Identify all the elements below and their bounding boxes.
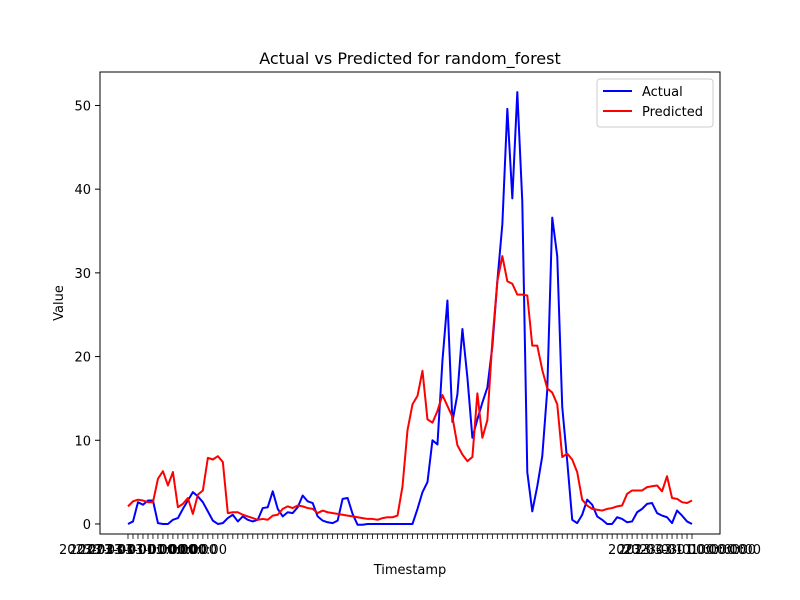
x-tick-label: 2023-03-01 00:00:00 xyxy=(59,543,197,558)
x-tick-label: 2023-03-01 00:00:00 xyxy=(89,543,227,558)
y-tick-label: 20 xyxy=(74,351,91,366)
y-tick-label: 40 xyxy=(74,183,91,198)
x-tick-label: 2023-03-01 00:00:00 xyxy=(69,543,207,558)
y-axis: 0 10 20 30 40 50 xyxy=(74,99,100,533)
x-tick-label: 2023-03-01 00:00:00 xyxy=(608,543,746,558)
y-tick-label: 0 xyxy=(83,518,91,533)
plot-area xyxy=(127,91,693,526)
y-tick-label: 10 xyxy=(74,434,91,449)
y-tick-label: 30 xyxy=(74,267,91,282)
x-tick-label: 2023-03-01 00:00:00 xyxy=(623,543,761,558)
y-tick-label: 50 xyxy=(74,99,91,114)
series-line-predicted xyxy=(127,255,693,521)
x-tick-label: 2023-03-01 00:00:00 xyxy=(618,543,756,558)
series-line-actual xyxy=(127,91,693,526)
legend-label-actual: Actual xyxy=(642,85,683,100)
legend: Actual Predicted xyxy=(596,78,714,128)
axes-frame xyxy=(99,71,721,535)
legend-label-predicted: Predicted xyxy=(642,105,703,120)
y-axis-label: Value xyxy=(52,285,67,321)
chart-title: Actual vs Predicted for random_forest xyxy=(259,49,561,69)
x-tick-label: 2023-03-01 00:00:00 xyxy=(79,543,217,558)
x-axis-label: Timestamp xyxy=(373,563,447,578)
